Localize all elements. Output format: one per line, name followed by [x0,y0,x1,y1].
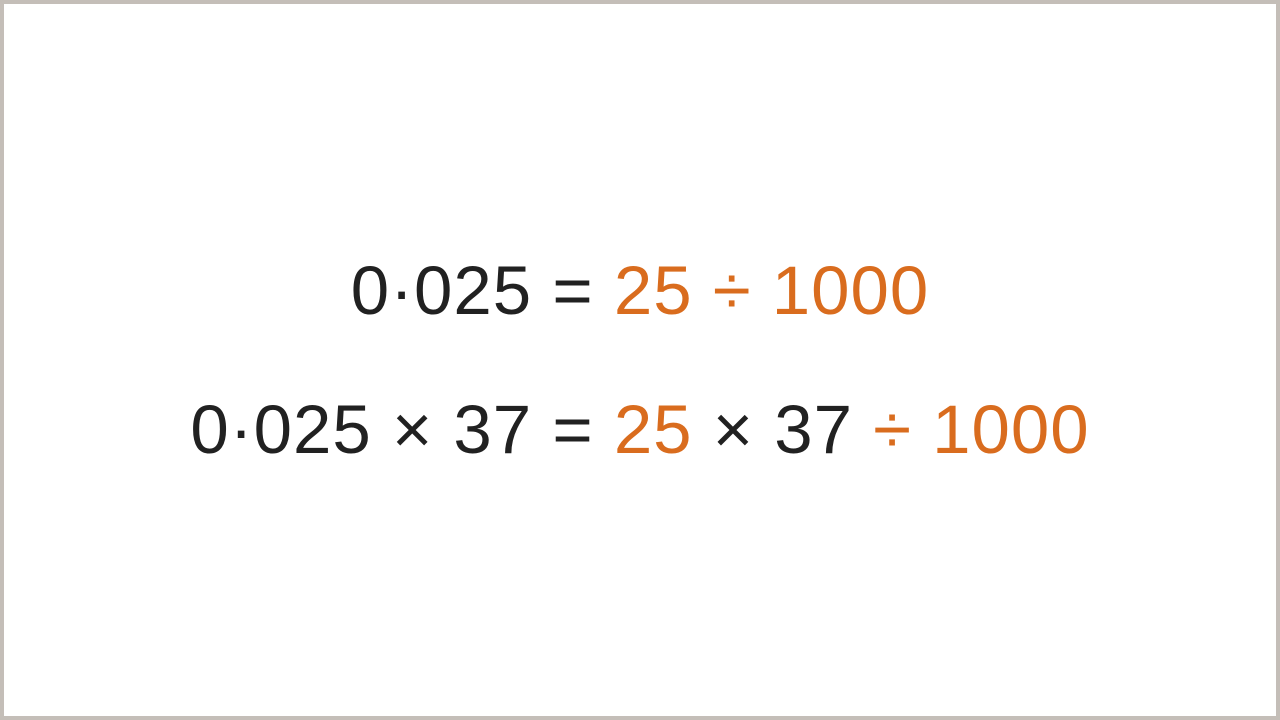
equation-line-2: 0·025 × 37 = 25 × 37 ÷ 1000 [190,390,1089,469]
equation-line-1: 0·025 = 25 ÷ 1000 [351,251,930,330]
eq2-part2: 25 [614,391,693,468]
math-card: 0·025 = 25 ÷ 1000 0·025 × 37 = 25 × 37 ÷… [4,4,1276,716]
eq1-left: 0·025 = [351,252,614,329]
eq2-part1: 0·025 × 37 = [190,391,614,468]
eq1-right: 25 ÷ 1000 [614,252,929,329]
eq2-part4: ÷ 1000 [873,391,1090,468]
eq2-part3: × 37 [693,391,874,468]
